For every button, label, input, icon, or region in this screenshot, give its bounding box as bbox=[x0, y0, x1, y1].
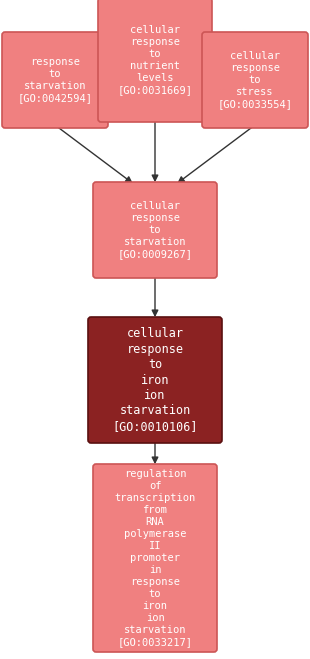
Text: response
to
starvation
[GO:0042594]: response to starvation [GO:0042594] bbox=[17, 57, 92, 103]
Text: cellular
response
to
nutrient
levels
[GO:0031669]: cellular response to nutrient levels [GO… bbox=[117, 25, 193, 95]
Text: cellular
response
to
stress
[GO:0033554]: cellular response to stress [GO:0033554] bbox=[218, 51, 293, 109]
FancyBboxPatch shape bbox=[2, 32, 108, 128]
Text: cellular
response
to
starvation
[GO:0009267]: cellular response to starvation [GO:0009… bbox=[117, 201, 193, 259]
FancyBboxPatch shape bbox=[88, 317, 222, 443]
FancyBboxPatch shape bbox=[202, 32, 308, 128]
FancyBboxPatch shape bbox=[93, 182, 217, 278]
FancyBboxPatch shape bbox=[93, 464, 217, 652]
Text: cellular
response
to
iron
ion
starvation
[GO:0010106]: cellular response to iron ion starvation… bbox=[112, 327, 198, 433]
FancyBboxPatch shape bbox=[98, 0, 212, 122]
Text: regulation
of
transcription
from
RNA
polymerase
II
promoter
in
response
to
iron
: regulation of transcription from RNA pol… bbox=[114, 469, 196, 647]
